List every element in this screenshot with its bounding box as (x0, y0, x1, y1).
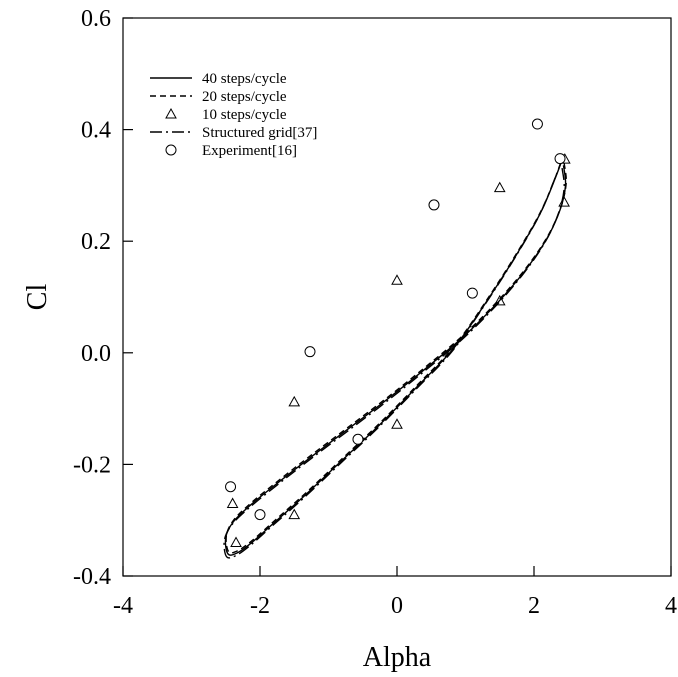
series-10-steps-cycle-marker (493, 181, 506, 193)
y-tick-label: 0.4 (81, 118, 111, 144)
legend-structured-grid-37: Structured grid[37] (150, 125, 317, 141)
legend-20-steps-cycle: 20 steps/cycle (150, 89, 287, 105)
series-10-steps-cycle-marker (288, 508, 301, 520)
series-experiment-16 (225, 118, 566, 521)
series-10-steps-cycle-marker (391, 274, 403, 285)
legend-40-steps-cycle-label: 40 steps/cycle (202, 71, 287, 87)
x-tick-label: 2 (528, 593, 540, 619)
series-experiment-16-marker (428, 199, 440, 211)
x-tick-label: 4 (665, 593, 677, 619)
legend-10-steps-cycle-label: 10 steps/cycle (202, 107, 287, 123)
series-10-steps-cycle-marker (493, 294, 506, 306)
legend: 40 steps/cycle 20 steps/cycle 10 steps/cyc… (150, 71, 317, 159)
series-experiment-16-marker (304, 346, 316, 358)
series-experiment-16-marker (352, 433, 364, 445)
legend-10-steps-cycle: 10 steps/cycle (165, 107, 287, 123)
series-experiment-16-marker (554, 153, 566, 165)
series-20-steps-cycle-line (225, 153, 567, 554)
y-tick-label: -0.4 (73, 564, 111, 590)
series-experiment-16-marker (531, 118, 543, 130)
y-axis-title: Cl (22, 284, 53, 311)
series-10-steps-cycle-marker (558, 196, 570, 207)
y-tick-label: 0.0 (81, 341, 111, 367)
series-10-steps-cycle-marker (288, 395, 301, 407)
x-tick-label: -2 (250, 593, 270, 619)
y-tick-label: 0.2 (81, 229, 111, 255)
series-experiment-16-marker (466, 287, 478, 299)
x-tick-label: 0 (391, 593, 403, 619)
axis-ticks: -4 -2 0 2 4 -0.4 -0.2 0.0 0.2 0.4 0.6 (73, 6, 677, 619)
x-axis-title: Alpha (363, 642, 432, 673)
legend-structured-grid-37-label: Structured grid[37] (202, 125, 317, 141)
series-10-steps-cycle-marker (226, 497, 239, 508)
y-tick-label: 0.6 (81, 6, 111, 32)
legend-experiment-16-marker (165, 144, 177, 156)
series-experiment-16-marker (225, 481, 237, 493)
legend-20-steps-cycle-label: 20 steps/cycle (202, 89, 287, 105)
series-layer (223, 118, 571, 559)
series-40-steps-cycle-line (224, 155, 567, 556)
legend-40-steps-cycle: 40 steps/cycle (150, 71, 287, 87)
legend-experiment-16-label: Experiment[16] (202, 143, 297, 159)
legend-experiment-16: Experiment[16] (165, 143, 297, 159)
series-structured-grid-37-line (223, 158, 565, 559)
legend-10-steps-cycle-marker (165, 107, 177, 119)
series-10-steps-cycle-marker (391, 418, 403, 429)
series-experiment-16-marker (254, 509, 266, 521)
x-tick-label: -4 (113, 593, 133, 619)
y-tick-label: -0.2 (73, 452, 111, 478)
series-10-steps-cycle (226, 153, 571, 548)
series-10-steps-cycle-marker (230, 536, 242, 548)
